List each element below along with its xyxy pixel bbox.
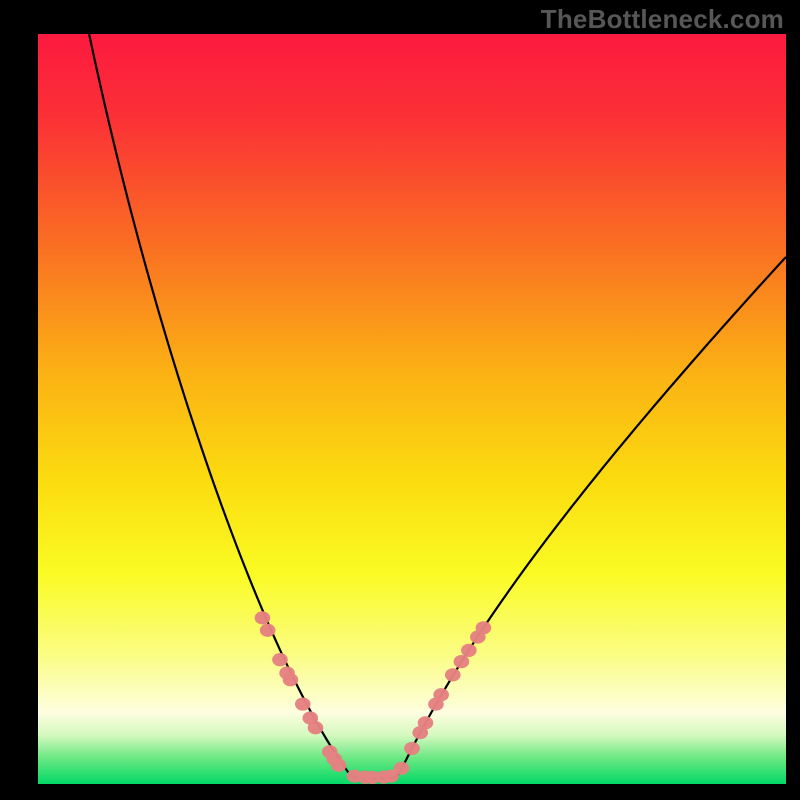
scatter-point (260, 624, 276, 637)
scatter-point (394, 762, 410, 775)
scatter-point (461, 644, 477, 657)
scatter-point (404, 742, 420, 755)
scatter-point (272, 653, 288, 666)
watermark-text: TheBottleneck.com (541, 4, 784, 35)
gradient-background (38, 34, 786, 784)
scatter-point (433, 688, 449, 701)
scatter-point (418, 716, 434, 729)
scatter-point (454, 655, 470, 668)
scatter-point (255, 611, 271, 624)
chart-stage: TheBottleneck.com (0, 0, 800, 800)
scatter-point (445, 668, 461, 681)
scatter-point (476, 621, 492, 634)
scatter-point (295, 697, 311, 710)
scatter-point (283, 673, 299, 686)
bottleneck-chart (0, 0, 800, 800)
scatter-point (331, 759, 347, 772)
scatter-point (308, 721, 324, 734)
